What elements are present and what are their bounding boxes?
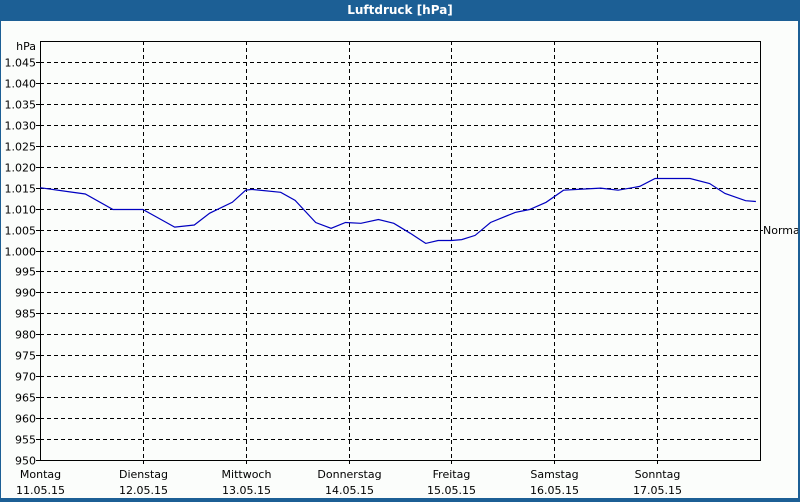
y-tick-label: 1.030 [5, 120, 37, 133]
y-tick-label: 1.035 [5, 99, 37, 112]
x-tick-day: Montag [20, 468, 61, 481]
y-tick-label: 985 [15, 308, 36, 321]
x-tick-day: Mittwoch [222, 468, 272, 481]
x-tick-date: 11.05.15 [16, 484, 65, 497]
y-axis-unit: hPa [16, 40, 36, 53]
x-tick-date: 12.05.15 [119, 484, 168, 497]
x-tick-date: 16.05.15 [530, 484, 579, 497]
y-tick-label: 975 [15, 350, 36, 363]
x-tick-day: Freitag [433, 468, 471, 481]
y-tick-label: 960 [15, 413, 36, 426]
y-tick-label: 950 [15, 455, 36, 468]
x-tick-date: 15.05.15 [427, 484, 476, 497]
y-tick-label: 980 [15, 329, 36, 342]
x-tick-day: Donnerstag [317, 468, 381, 481]
normal-label: Normal [763, 224, 798, 237]
x-tick-day: Samstag [530, 468, 578, 481]
y-tick-label: 970 [15, 371, 36, 384]
y-tick-label: 995 [15, 266, 36, 279]
y-tick-label: 1.010 [5, 204, 37, 217]
x-tick-day: Dienstag [119, 468, 168, 481]
y-tick-label: 990 [15, 287, 36, 300]
x-tick-date: 13.05.15 [222, 484, 271, 497]
pressure-series-line [39, 177, 756, 245]
pressure-line-chart: 950 955 960 965 970 975 980 985 990 995 1.000 1.005… [5, 40, 800, 497]
y-tick-label: 955 [15, 434, 36, 447]
chart-area: 950 955 960 965 970 975 980 985 990 995 1.000 1.005… [1, 21, 800, 498]
x-tick-date: 14.05.15 [325, 484, 374, 497]
y-tick-label: 1.045 [5, 57, 37, 70]
y-tick-label: 1.025 [5, 141, 37, 154]
y-tick-label: 965 [15, 392, 36, 405]
x-tick-day: Sonntag [635, 468, 681, 481]
y-tick-label: 1.005 [5, 225, 37, 238]
window-title: Luftdruck [hPa] [347, 3, 453, 17]
x-tick-date: 17.05.15 [633, 484, 682, 497]
plot-frame [40, 41, 761, 461]
y-tick-label: 1.020 [5, 162, 37, 175]
y-tick-label: 1.015 [5, 183, 37, 196]
y-tick-label: 1.040 [5, 78, 37, 91]
y-tick-label: 1.000 [5, 246, 37, 259]
